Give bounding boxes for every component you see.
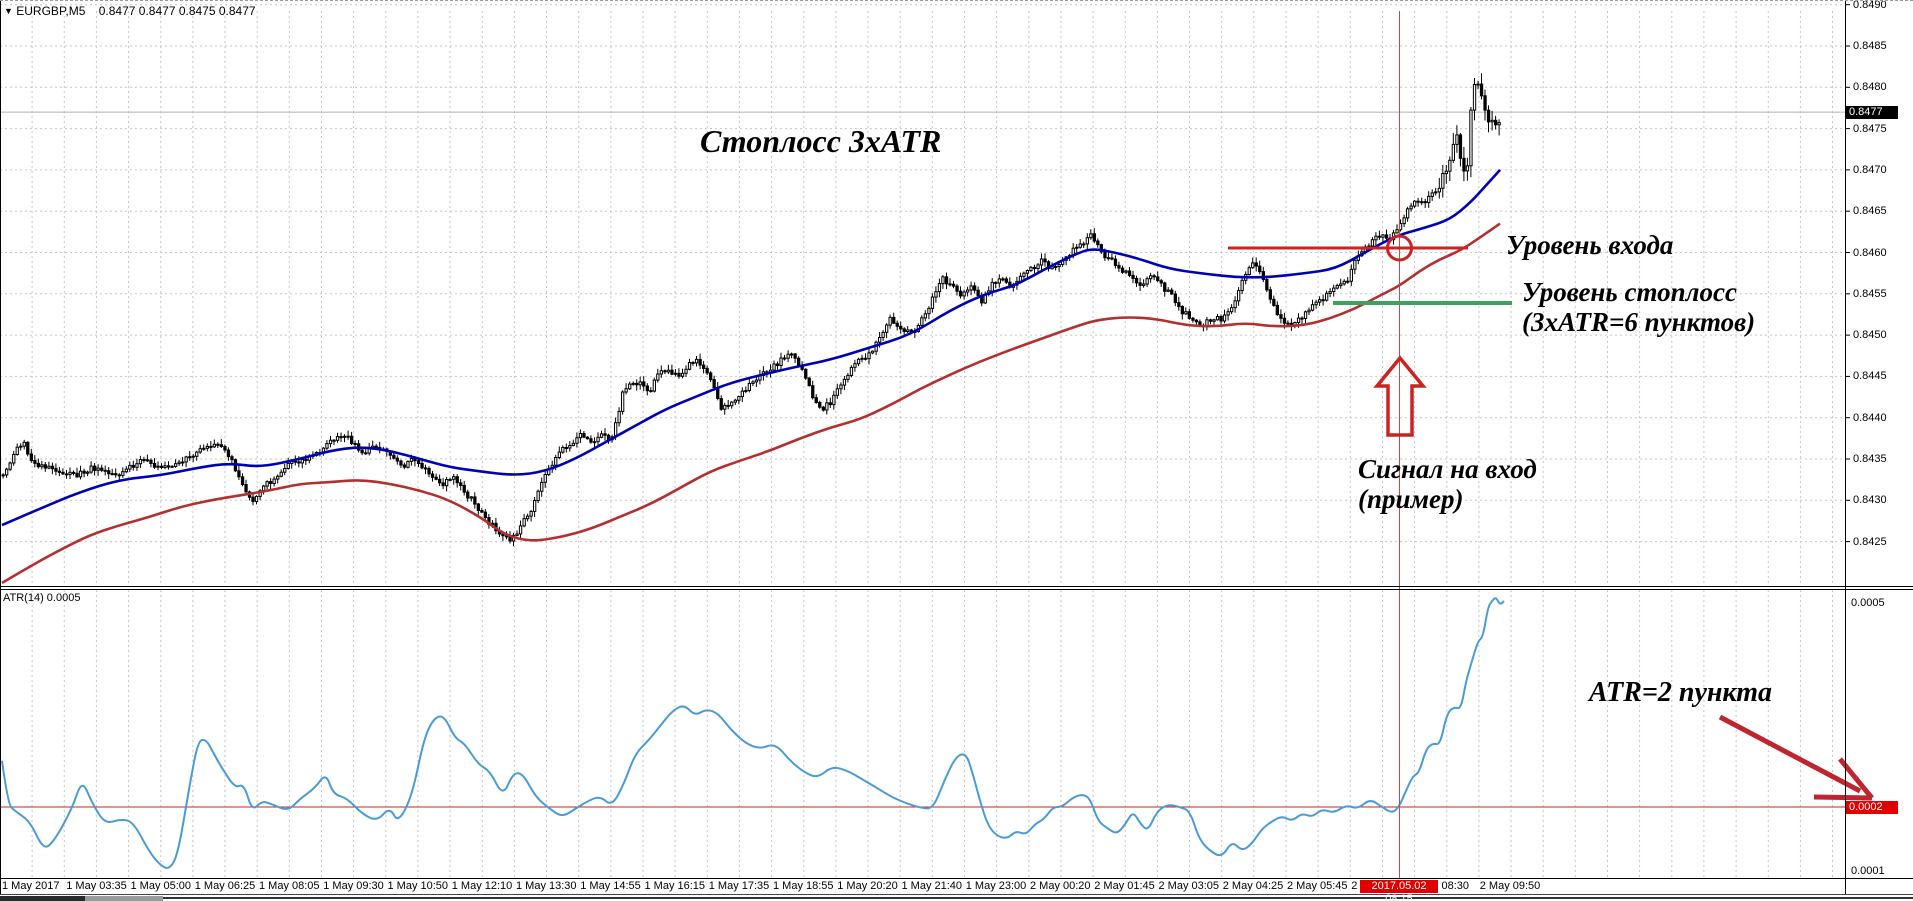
- time-axis-tick: 2 May 01:45: [1094, 880, 1155, 892]
- price-axis-tick: 0.8480: [1853, 81, 1887, 94]
- annotation-stop-level-line2: (3xATR=6 пунктов): [1522, 307, 1756, 337]
- price-axis-tick: 0.8460: [1853, 246, 1887, 259]
- annotation-atr-note: ATR=2 пункта: [1589, 677, 1773, 708]
- time-axis-tick: 1 May 13:30: [516, 880, 577, 892]
- time-axis-tick: 1 May 06:25: [194, 880, 256, 892]
- time-axis-tick: 1 May 2017: [2, 880, 60, 892]
- entry-point-circle: [1386, 234, 1413, 262]
- annotation-signal-line2: (пример): [1358, 484, 1464, 514]
- time-axis-tick: 1 May 08:05: [259, 880, 320, 892]
- price-axis-tick: 0.8470: [1853, 163, 1887, 176]
- h-scrollbar-track-left[interactable]: [0, 896, 85, 901]
- ma-slow-red-line: [1, 222, 1501, 585]
- signal-up-arrow: [1373, 355, 1427, 437]
- ohlc-quotes: 0.8477 0.8477 0.8475 0.8477: [98, 4, 256, 18]
- time-axis-tick: 1 May 16:15: [644, 880, 706, 892]
- gridlines: [0, 4, 1845, 878]
- symbol-dropdown-icon[interactable]: ▼: [4, 6, 13, 16]
- price-axis-tick: 0.8430: [1853, 494, 1887, 507]
- time-axis-tick: 1 May 03:35: [66, 880, 127, 892]
- price-axis-tick: 0.8425: [1853, 535, 1887, 548]
- time-axis-tick: 1 May 09:30: [323, 880, 384, 892]
- atr-pointer-arrow-barb1: [1838, 757, 1874, 800]
- price-axis-tick: 0.8455: [1853, 287, 1887, 300]
- price-axis-tick: 0.8435: [1853, 453, 1887, 465]
- time-axis-tick: 08:30: [1441, 880, 1470, 892]
- atr-pointer-arrow-barb2: [1813, 794, 1873, 801]
- price-axis-tick: 0.8490: [1853, 0, 1887, 11]
- chart-title: ▼ EURGBP,M5 0.8477 0.8477 0.8475 0.8477: [4, 4, 256, 18]
- symbol-timeframe: EURGBP,M5: [16, 4, 86, 18]
- atr-pointer-arrow-shaft: [1718, 714, 1862, 794]
- time-axis-tick: 1 May 17:35: [708, 880, 770, 892]
- annotation-stoploss-title: Стоплосс 3xATR: [700, 123, 942, 159]
- annotation-signal-line1: Сигнал на вход: [1358, 454, 1537, 484]
- time-axis-tick: 2 May 09:50: [1479, 880, 1541, 892]
- atr-level-marker: 0.0002: [1846, 801, 1898, 814]
- time-axis-tick: 1 May 18:55: [773, 880, 834, 892]
- time-axis-tick: 1 May 05:00: [130, 880, 192, 892]
- annotation-stop-level-line1: Уровень стоплосс: [1522, 277, 1737, 307]
- atr-axis-tick: 0.0001: [1851, 865, 1885, 877]
- time-axis-tick: 1 May 14:55: [580, 880, 641, 892]
- price-axis-tick: 0.8465: [1853, 205, 1887, 218]
- price-axis-tick: 0.8475: [1853, 122, 1887, 135]
- annotation-entry-level: Уровень входа: [1506, 230, 1674, 260]
- time-axis-tick: 1 May 21:40: [901, 880, 963, 892]
- price-axis-tick: 0.8440: [1853, 411, 1887, 424]
- time-axis-tick: 2 May 05:45: [1287, 880, 1348, 892]
- time-axis-tick: 2 May 04:25: [1222, 880, 1284, 892]
- price-axis-tick: 0.8485: [1853, 40, 1887, 52]
- time-axis-tick: 2 May 00:20: [1030, 880, 1091, 892]
- time-axis-tick: 2 May 03:05: [1158, 880, 1220, 892]
- atr-indicator-line: [1, 597, 1505, 870]
- crosshair-time-marker: 2017.05.02 08:15: [1360, 880, 1438, 901]
- ma-fast-blue-line: [1, 169, 1501, 527]
- h-scrollbar-thumb[interactable]: [85, 896, 163, 901]
- time-axis-tick: 1 May 10:50: [387, 880, 449, 892]
- price-axis-tick: 0.8450: [1853, 329, 1887, 342]
- price-axis-tick: 0.8445: [1853, 370, 1887, 383]
- time-axis-tick: 1 May 20:20: [837, 880, 898, 892]
- h-scrollbar[interactable]: [0, 896, 1913, 901]
- time-axis-tick: 1 May 12:10: [451, 880, 513, 892]
- time-axis-tick: 1 May 23:00: [965, 880, 1027, 892]
- atr-axis-tick: 0.0005: [1851, 597, 1885, 609]
- atr-indicator-label: ATR(14) 0.0005: [3, 592, 81, 604]
- current-price-marker: 0.8477: [1846, 106, 1898, 119]
